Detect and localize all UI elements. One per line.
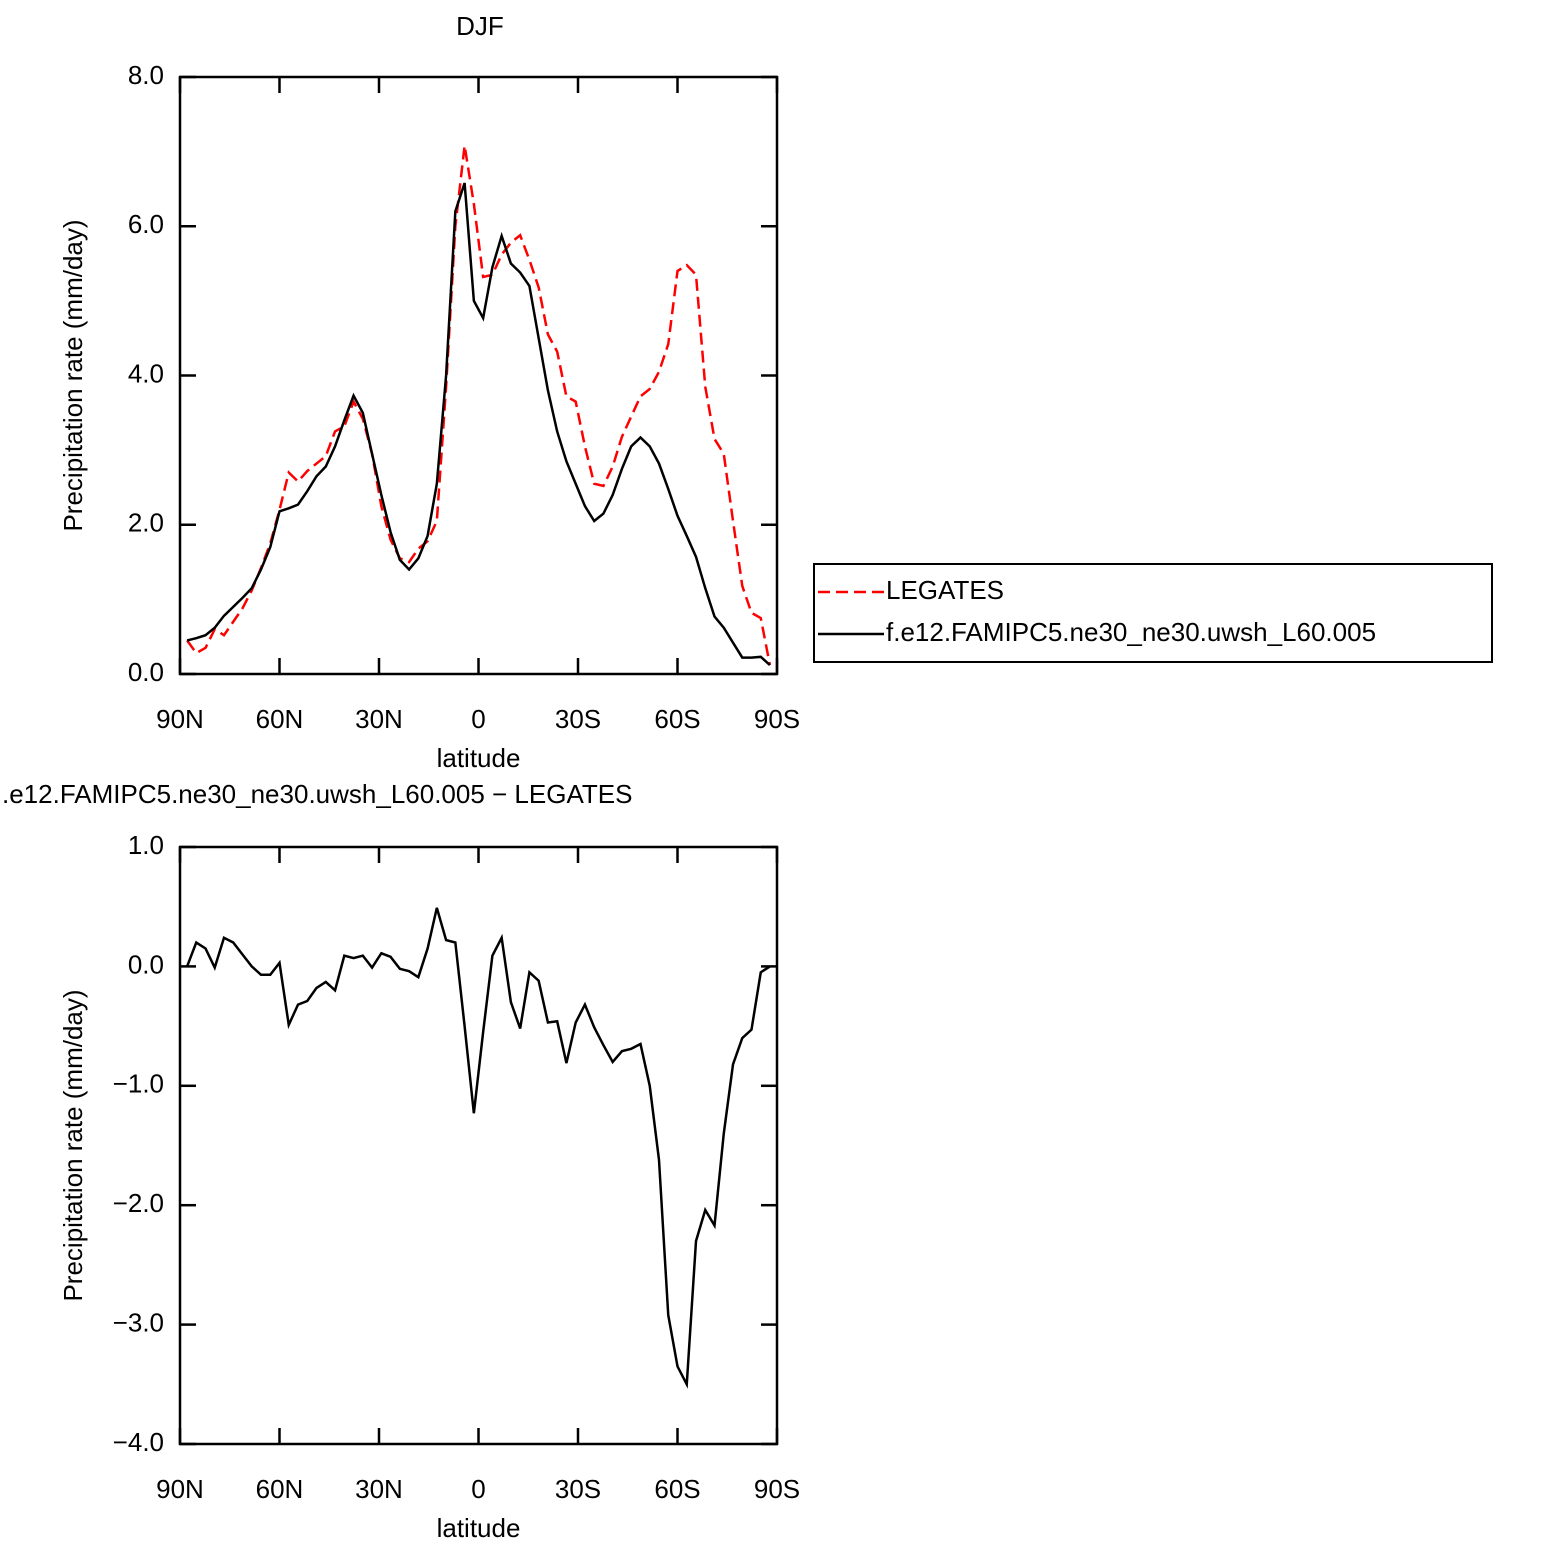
x-tick-label: 30S: [555, 704, 601, 734]
x-tick-label: 60S: [654, 704, 700, 734]
x-tick-label: 90S: [754, 1474, 800, 1504]
plot-frame: [178, 845, 779, 1446]
y-tick-label: 4.0: [128, 358, 164, 388]
legend-box: [813, 563, 1493, 663]
x-axis-label: latitude: [437, 743, 521, 773]
x-tick-label: 30N: [355, 1474, 403, 1504]
y-tick-label: −4.0: [113, 1427, 164, 1457]
plot-frame: [178, 75, 779, 676]
chart-title: DJF: [456, 11, 504, 41]
x-tick-label: 30S: [555, 1474, 601, 1504]
x-tick-label: 0: [471, 1474, 485, 1504]
x-tick-label: 60N: [256, 1474, 304, 1504]
data-line: [186, 182, 771, 666]
y-tick-label: −1.0: [113, 1069, 164, 1099]
y-tick-label: 6.0: [128, 209, 164, 239]
x-tick-label: 30N: [355, 704, 403, 734]
legend-label: LEGATES: [886, 575, 1004, 605]
x-tick-label: 0: [471, 704, 485, 734]
x-tick-label: 90S: [754, 704, 800, 734]
y-tick-label: 8.0: [128, 60, 164, 90]
x-tick-label: 60S: [654, 1474, 700, 1504]
x-tick-label: 90N: [156, 1474, 204, 1504]
y-tick-label: −3.0: [113, 1307, 164, 1337]
x-tick-label: 90N: [156, 704, 204, 734]
data-line: [186, 145, 772, 666]
y-tick-label: −2.0: [113, 1188, 164, 1218]
x-tick-label: 60N: [256, 704, 304, 734]
data-line: [185, 907, 771, 1389]
y-tick-label: 1.0: [128, 830, 164, 860]
y-tick-label: 2.0: [128, 508, 164, 538]
y-axis-label: Precipitation rate (mm/day): [58, 219, 88, 531]
y-tick-label: 0.0: [128, 657, 164, 687]
y-axis-label: Precipitation rate (mm/day): [58, 989, 88, 1301]
chart-title: .e12.FAMIPC5.ne30_ne30.uwsh_L60.005 − LE…: [2, 779, 632, 809]
x-axis-label: latitude: [437, 1513, 521, 1543]
y-tick-label: 0.0: [128, 949, 164, 979]
legend-label: f.e12.FAMIPC5.ne30_ne30.uwsh_L60.005: [886, 617, 1376, 647]
